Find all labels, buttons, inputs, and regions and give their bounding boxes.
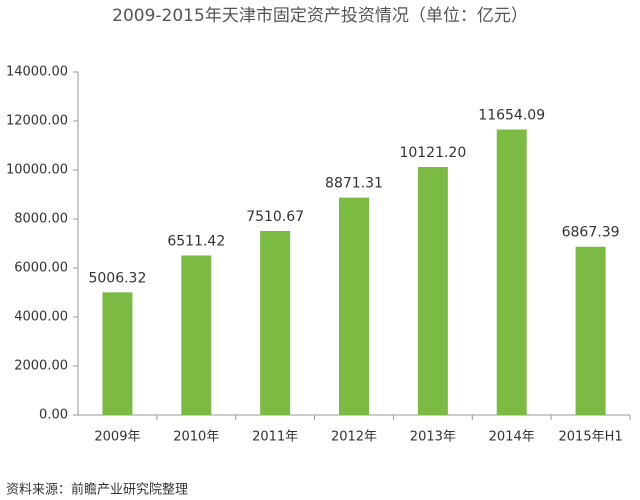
value-label: 6867.39 [562, 225, 620, 241]
y-tick-label: 10000.00 [6, 163, 68, 178]
bar [496, 129, 527, 415]
value-label: 10121.20 [399, 145, 466, 161]
bar [339, 197, 369, 415]
y-tick-label: 12000.00 [6, 114, 68, 129]
x-tick-label: 2014年 [489, 430, 535, 445]
value-label: 8871.31 [325, 176, 383, 192]
y-tick-label: 0.00 [39, 408, 68, 423]
x-tick-label: 2012年 [331, 430, 377, 445]
y-tick-label: 6000.00 [14, 261, 68, 276]
value-label: 6511.42 [167, 233, 225, 249]
bar [260, 230, 291, 415]
chart-title: 2009-2015年天津市固定资产投资情况（单位：亿元） [112, 6, 528, 26]
y-tick-label: 14000.00 [6, 65, 68, 80]
x-tick-label: 2011年 [252, 430, 298, 445]
y-tick-label: 2000.00 [14, 359, 68, 374]
source-note: 资料来源：前瞻产业研究院整理 [6, 482, 188, 498]
value-label: 11654.09 [478, 107, 545, 123]
value-label: 7510.67 [246, 209, 304, 225]
y-tick-label: 8000.00 [14, 212, 68, 227]
y-tick-label: 4000.00 [14, 310, 68, 325]
bar [575, 246, 606, 415]
bar [181, 255, 212, 415]
value-label: 5006.32 [88, 270, 146, 286]
x-tick-label: 2009年 [94, 430, 140, 445]
x-tick-label: 2015年H1 [559, 430, 623, 445]
bar [102, 292, 133, 415]
x-tick-label: 2013年 [410, 430, 456, 445]
x-tick-label: 2010年 [173, 430, 219, 445]
bar [417, 167, 448, 415]
